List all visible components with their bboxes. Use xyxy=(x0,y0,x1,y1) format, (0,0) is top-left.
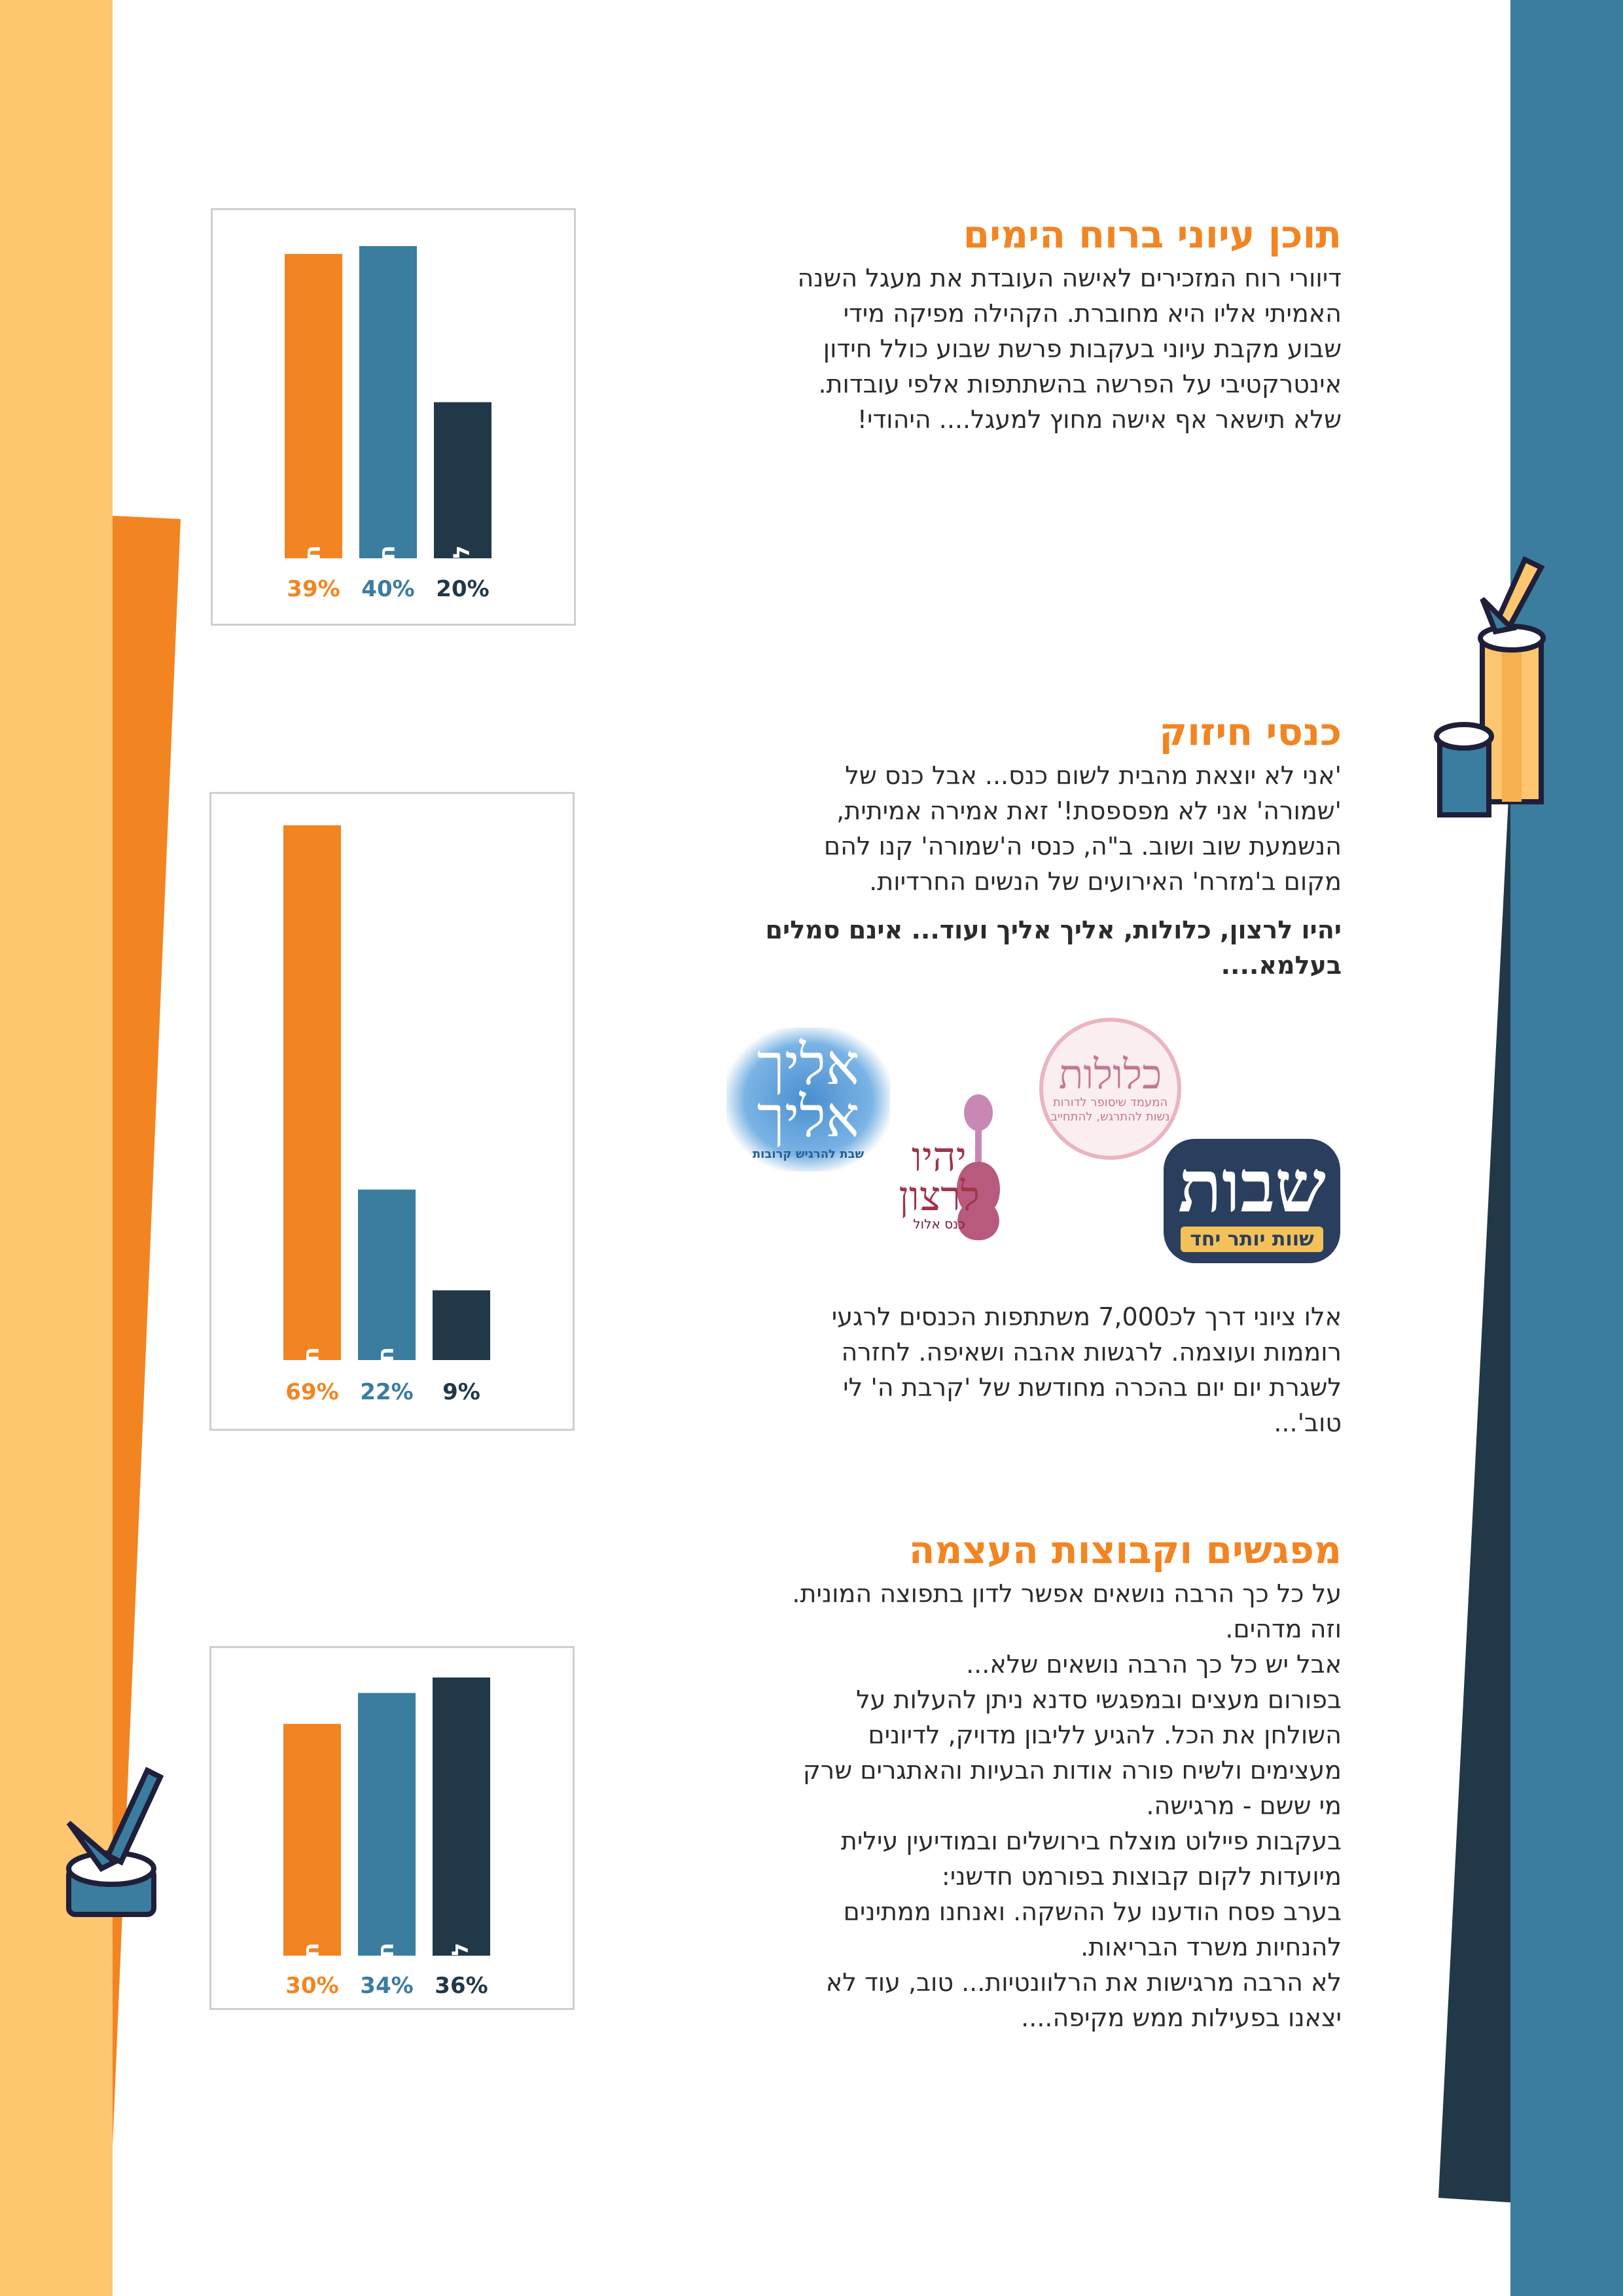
bar-category-label: לא משמעותי xyxy=(449,545,475,624)
bar-category-label: חשוב מאוד xyxy=(300,545,326,624)
bar xyxy=(283,825,341,1360)
bar-category-label: חשוב xyxy=(373,1347,399,1401)
ballot-box-icon xyxy=(1434,556,1546,817)
bar xyxy=(358,1693,416,1956)
section-body: 'אני לא יוצאת מהבית לשום כנס... אבל כנס … xyxy=(823,761,1342,896)
bar-category-label: חשוב xyxy=(374,545,401,599)
logo-klulot-tagline: המעמד שיסופר לדורות נשות להתרגש, להתחייב xyxy=(1050,1095,1170,1124)
bar xyxy=(358,1189,416,1360)
section-groups: מפגשים וקבוצות העצמה על כל כך הרבה נושאי… xyxy=(726,1524,1342,2036)
left-yellow-band xyxy=(0,0,113,2296)
bar-value-label: 9% xyxy=(442,1379,480,1405)
bar-category-label: לא משמעותי xyxy=(448,1943,474,2008)
logo-kinus-tagline: כנס אלול xyxy=(913,1216,965,1232)
bar-value-label: 34% xyxy=(360,1973,413,1999)
section-body-after: אלו ציוני דרך לכ7,000 משתתפות הכנסים לרג… xyxy=(831,1302,1342,1437)
logo-elul-title: אליך אליך xyxy=(757,1031,860,1150)
checkmark-box-icon xyxy=(66,1767,164,1917)
logo-kinus-title: יהיו לרצון xyxy=(899,1133,980,1220)
section-body: על כל כך הרבה נושאים אפשר לדון בתפוצה המ… xyxy=(792,1579,1342,2032)
bar xyxy=(433,1677,490,1956)
bar-value-label: 69% xyxy=(285,1379,338,1405)
logo-shvut: שבות שוות יותר יחד xyxy=(1164,1139,1340,1263)
bar xyxy=(359,246,417,558)
section-content: תוכן עיוני ברוח הימים דיוורי רוח המזכירי… xyxy=(726,208,1342,437)
bar-value-label: 36% xyxy=(435,1973,488,1999)
bar xyxy=(283,1723,341,1956)
bar-value-label: 40% xyxy=(361,576,414,602)
bar-value-label: 22% xyxy=(360,1379,413,1405)
logo-klulot-title: כלולות xyxy=(1058,1050,1162,1098)
bar-category-label: חשוב xyxy=(373,1943,399,1996)
bar-value-label: 20% xyxy=(436,576,489,602)
left-orange-wedge xyxy=(113,516,181,2147)
right-teal-band xyxy=(1510,0,1623,2296)
violin-icon xyxy=(957,1094,1000,1240)
section-bold-text: יהיו לרצון, כלולות, אליך אליך ועוד... אי… xyxy=(765,916,1342,980)
logo-klulot: כלולות המעמד שיסופר לדורות נשות להתרגש, … xyxy=(1039,1018,1181,1160)
chart-3: חשוב מאוד 30% חשוב 34% לא משמעותי 36% xyxy=(209,1646,575,2010)
right-navy-wedge xyxy=(1438,759,1510,2202)
bar xyxy=(433,1290,490,1360)
section-body: דיוורי רוח המזכירים לאישה העובדת את מעגל… xyxy=(797,264,1342,434)
section-conferences: כנסי חיזוק 'אני לא יוצאת מהבית לשום כנס.… xyxy=(726,706,1342,983)
logo-shvut-title: שבות xyxy=(1177,1143,1327,1229)
section-title: תוכן עיוני ברוח הימים xyxy=(963,212,1342,257)
section-conferences-after: אלו ציוני דרך לכ7,000 משתתפות הכנסים לרג… xyxy=(726,1299,1342,1441)
logo-elul: אליך אליך שבת להרגיש קרובות xyxy=(726,1028,890,1172)
bar-category-label: חשוב מאוד xyxy=(298,1943,325,2008)
logo-kinus: יהיו לרצון כנס אלול xyxy=(857,1090,1021,1280)
bar xyxy=(434,402,491,558)
bar xyxy=(285,253,342,558)
bar-category-label: חשוב מאוד xyxy=(298,1347,325,1429)
section-title: כנסי חיזוק xyxy=(1159,709,1342,754)
logo-elul-tagline: שבת להרגיש קרובות xyxy=(752,1147,865,1161)
logo-shvut-tagline: שוות יותר יחד xyxy=(1181,1226,1323,1252)
chart-1: חשוב מאוד 39% חשוב 40% לא משמעותי 20% xyxy=(211,208,576,626)
bar-value-label: 39% xyxy=(287,576,340,602)
bar-value-label: 30% xyxy=(285,1973,338,1999)
section-title: מפגשים וקבוצות העצמה xyxy=(908,1528,1342,1572)
chart-2: חשוב מאוד 69% חשוב 22% 9% xyxy=(209,792,575,1431)
